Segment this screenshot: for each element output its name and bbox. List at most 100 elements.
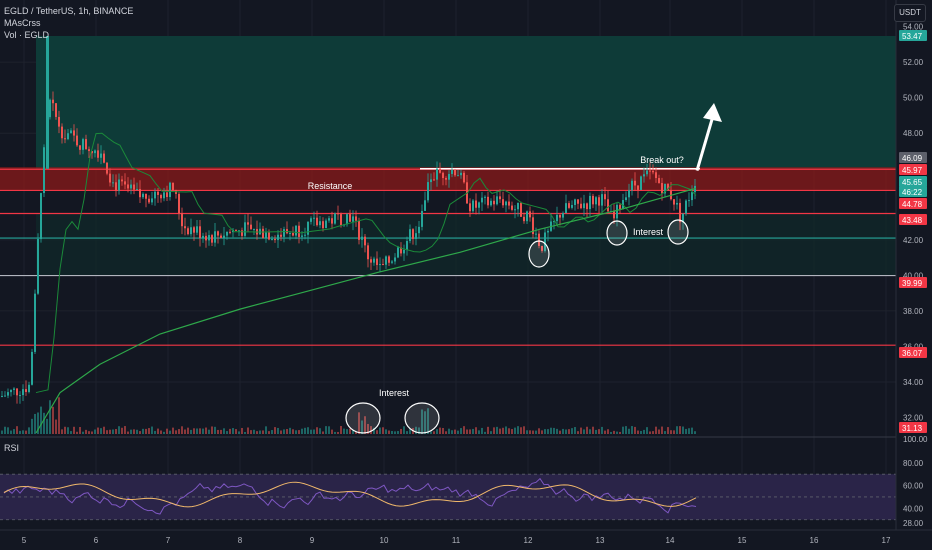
volume-bar [151, 426, 153, 434]
volume-bar [490, 431, 492, 434]
candle-body [382, 264, 384, 266]
volume-bar [658, 429, 660, 434]
volume-bar [307, 427, 309, 434]
candle-body [688, 200, 690, 202]
price-tag-label: 46:22 [902, 188, 923, 197]
volume-bar [1, 430, 3, 434]
candle-body [508, 201, 510, 206]
horizontal-levels[interactable] [0, 168, 896, 346]
candle-body [136, 189, 138, 191]
volume-bar [259, 430, 261, 434]
time-tick-label: 7 [166, 536, 171, 545]
indicator-volume-label[interactable]: Vol · EGLD [4, 30, 50, 40]
price-tag-label: 45.97 [902, 166, 923, 175]
volume-bar [523, 426, 525, 434]
candle-body [634, 180, 636, 186]
volume-bar [253, 429, 255, 434]
candle-body [412, 229, 414, 239]
time-axis[interactable]: 5 6 7 8 9 10 11 12 13 14 15 16 17 [0, 529, 932, 545]
candle-body [22, 389, 24, 396]
symbol-title[interactable]: EGLD / TetherUS, 1h, BINANCE [4, 6, 134, 16]
volume-bar [607, 429, 609, 434]
price-tag [899, 422, 927, 433]
price-tag [899, 152, 927, 163]
candle-body [253, 229, 255, 231]
volume-bar [115, 429, 117, 434]
candle-body [91, 151, 93, 154]
volume-bar [292, 429, 294, 434]
volume-bar [499, 428, 501, 434]
candle-body [1, 395, 3, 397]
candle-body [370, 259, 372, 263]
candle-body [418, 226, 420, 234]
interest-circle [606, 220, 628, 246]
price-tag [899, 30, 927, 41]
volume-bar [676, 426, 678, 434]
volume-bar [154, 430, 156, 434]
candle-body [46, 36, 49, 169]
candle-body [64, 138, 66, 140]
candle-body [16, 388, 18, 396]
volume-bar [244, 431, 246, 434]
volume-bar [250, 430, 252, 434]
volume-bar [355, 431, 357, 434]
volume-bar [373, 427, 375, 434]
candle-body [238, 230, 240, 232]
volume-bar [46, 418, 48, 434]
candle-body [586, 203, 588, 210]
time-tick-label: 12 [524, 536, 533, 545]
volume-bar [247, 427, 249, 434]
candle-body [376, 258, 378, 265]
volume-bar [580, 427, 582, 434]
candle-body [121, 179, 123, 182]
candle-body [160, 194, 162, 199]
currency-button[interactable]: USDT [894, 4, 926, 22]
volume-bar [628, 428, 630, 434]
candle-body [430, 179, 432, 183]
volume-bar [13, 429, 15, 434]
volume-bar [16, 426, 18, 434]
candle-body [484, 196, 486, 198]
price-axis-bg [896, 0, 932, 550]
price-axis[interactable]: 54.0052.0050.0048.0046.0044.0042.0040.00… [895, 0, 932, 550]
volume-bar [346, 429, 348, 434]
rsi-pane-label[interactable]: RSI [4, 443, 20, 453]
candle-body [460, 172, 462, 176]
volume-bar [583, 429, 585, 434]
volume-bar [568, 429, 570, 434]
volume-bar [139, 431, 141, 434]
candle-body [559, 214, 561, 218]
candle-body [691, 192, 693, 201]
candle-body [517, 202, 519, 210]
candle-body [43, 147, 45, 194]
indicator-ma-label[interactable]: MAsCrss [4, 18, 41, 28]
volume-bar [310, 429, 312, 434]
resistance-label: Resistance [308, 181, 353, 191]
candle-body [301, 235, 303, 237]
volume-bar [55, 419, 57, 434]
candle-body [577, 199, 579, 204]
volume-bar [619, 431, 621, 434]
time-tick-label: 14 [666, 536, 675, 545]
volume-bar [169, 430, 171, 434]
candle-body [361, 236, 363, 240]
chart-legend: EGLD / TetherUS, 1h, BINANCE MAsCrss Vol… [4, 5, 133, 41]
candle-body [211, 235, 213, 243]
candle-body [271, 238, 273, 240]
volume-bar [79, 427, 81, 434]
candle-body [616, 204, 618, 219]
candle-body [205, 235, 207, 241]
volume-bar [379, 427, 381, 434]
candle-body [112, 182, 114, 184]
volume-bar [118, 426, 120, 434]
candle-body [58, 116, 60, 127]
candle-body [304, 234, 306, 236]
candle-body [49, 99, 51, 118]
candle-body [373, 258, 375, 263]
candle-body [478, 202, 480, 208]
candle-body [400, 247, 402, 254]
candle-body [187, 228, 189, 235]
price-tag [899, 347, 927, 358]
ma-slow-line [35, 187, 697, 434]
